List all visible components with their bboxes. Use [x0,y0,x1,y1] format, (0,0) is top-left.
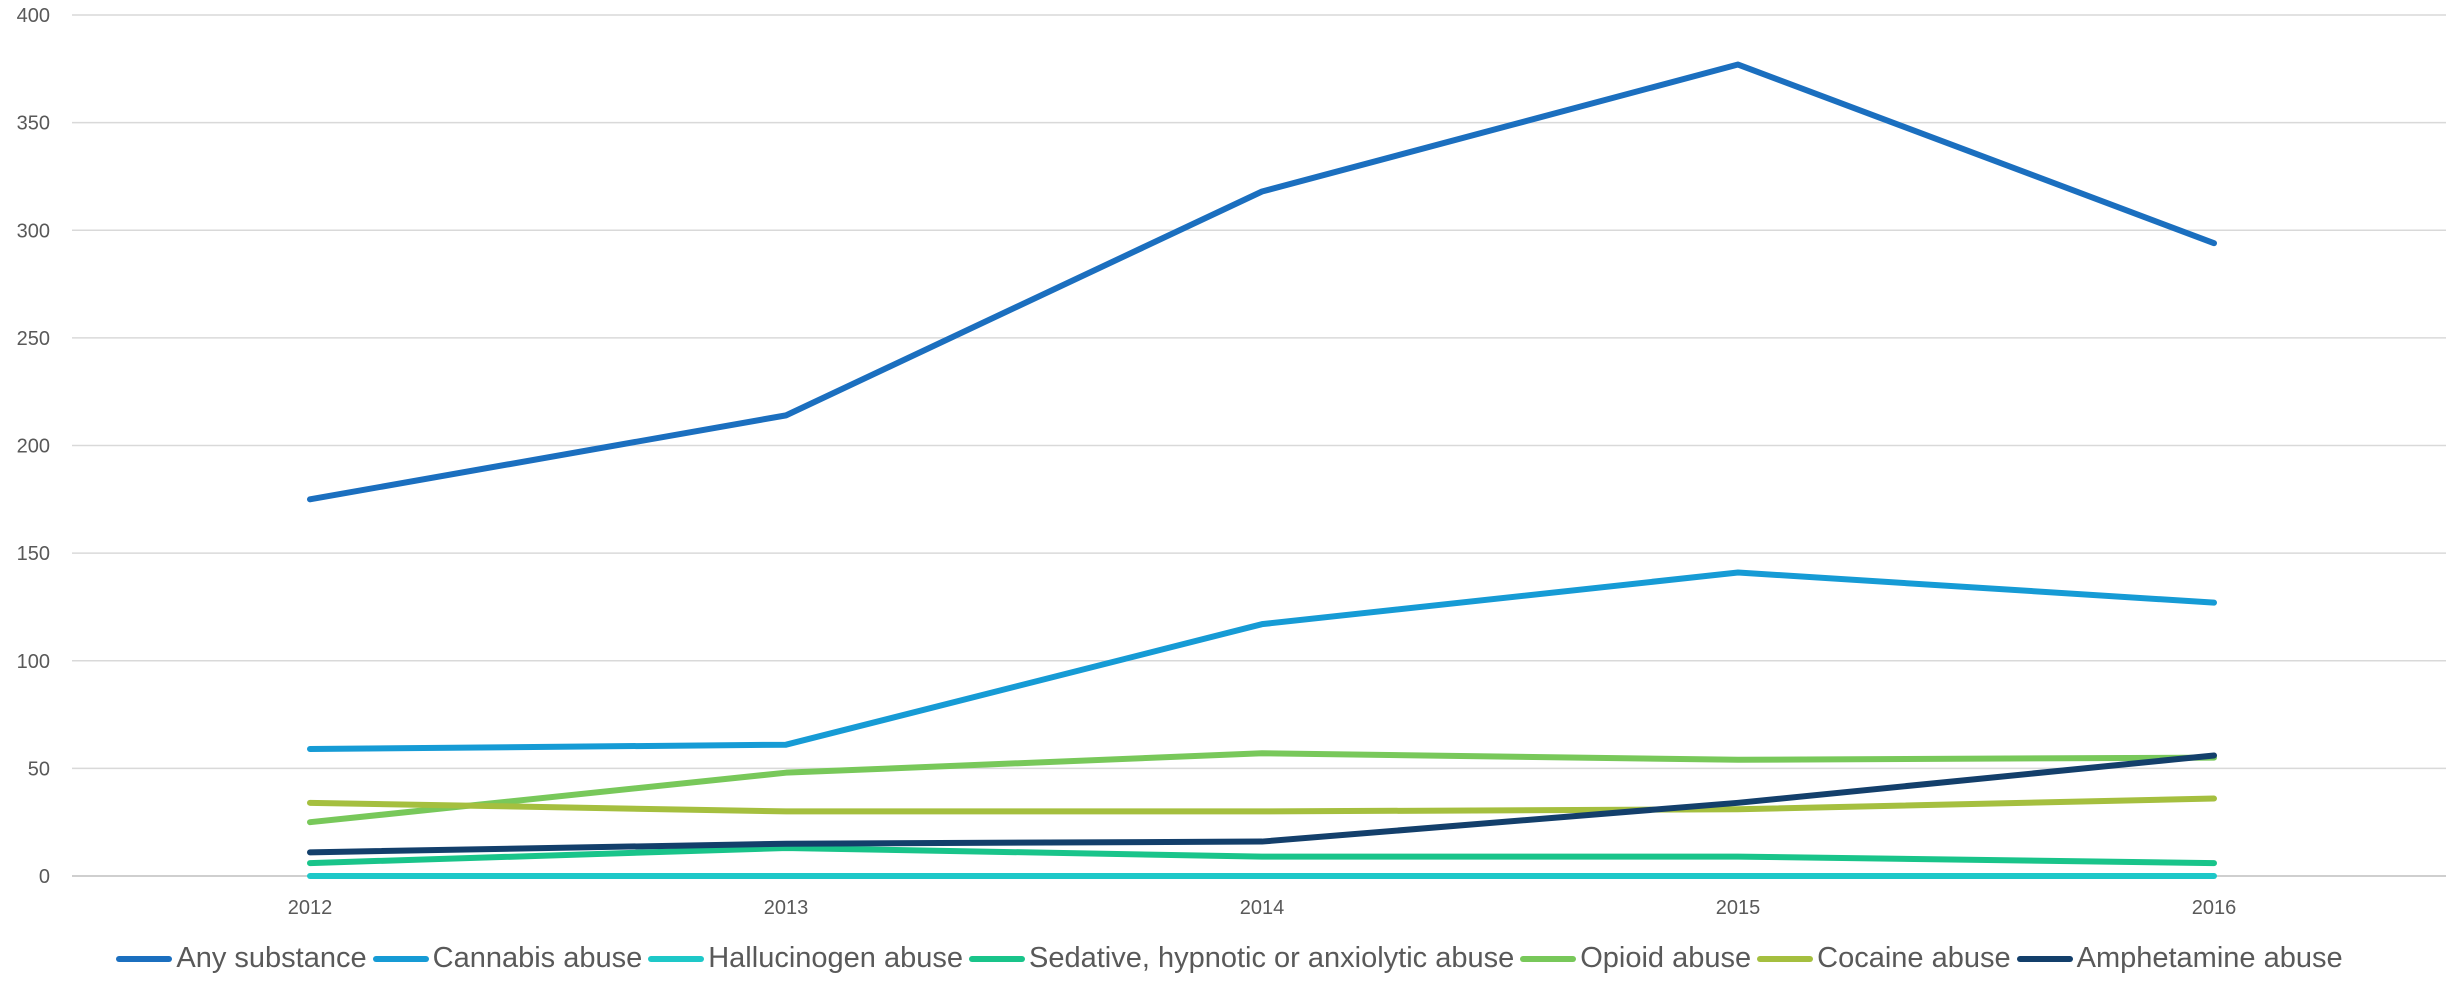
series-line [307,845,2217,867]
y-tick-label: 250 [17,328,50,350]
series-line [307,750,2217,826]
legend-swatch [968,955,1025,962]
legend-label: Opioid abuse [1580,942,1752,974]
legend-swatch [1757,955,1814,962]
legend-label: Any substance [176,942,367,974]
legend-item: Any substance [116,942,367,975]
legend-item: Cocaine abuse [1757,942,2011,975]
legend: Any substance Cannabis abuse Hallucinogen … [0,942,2459,975]
legend-item: Sedative, hypnotic or anxiolytic abuse [968,942,1515,975]
legend-swatch [2016,955,2073,962]
legend-item: Opioid abuse [1520,942,1751,975]
legend-item: Amphetamine abuse [2016,942,2343,975]
x-tick-label: 2012 [288,897,333,919]
x-tick-label: 2013 [764,897,809,919]
x-tick-label: 2015 [1716,897,1761,919]
series-line [307,569,2217,753]
x-tick-label: 2016 [2192,897,2237,919]
y-tick-label: 0 [39,866,50,888]
y-tick-label: 200 [17,436,50,458]
legend-label: Cocaine abuse [1817,942,2011,974]
gridlines [72,14,2446,877]
y-tick-label: 50 [28,758,50,780]
y-tick-label: 100 [17,651,50,673]
y-tick-label: 300 [17,220,50,242]
legend-swatch [648,955,705,962]
series-line [307,795,2217,815]
y-tick-label: 350 [17,113,50,135]
legend-swatch [372,955,429,962]
series-line [307,61,2217,503]
legend-label: Amphetamine abuse [2076,942,2343,974]
legend-swatch [1520,955,1577,962]
legend-label: Sedative, hypnotic or anxiolytic abuse [1028,942,1515,974]
y-tick-label: 400 [17,5,50,27]
legend-item: Cannabis abuse [372,942,643,975]
series-lines [307,61,2217,879]
y-tick-label: 150 [17,543,50,565]
x-tick-label: 2014 [1240,897,1285,919]
legend-item: Hallucinogen abuse [648,942,963,975]
legend-swatch [116,955,173,962]
legend-label: Cannabis abuse [432,942,643,974]
legend-label: Hallucinogen abuse [708,942,963,974]
series-line [307,752,2217,856]
y-axis-ticks: 0 50 100 150 200 250 300 350 400 [17,5,50,888]
x-axis-ticks: 2012 2013 2014 2015 2016 [288,897,2237,919]
